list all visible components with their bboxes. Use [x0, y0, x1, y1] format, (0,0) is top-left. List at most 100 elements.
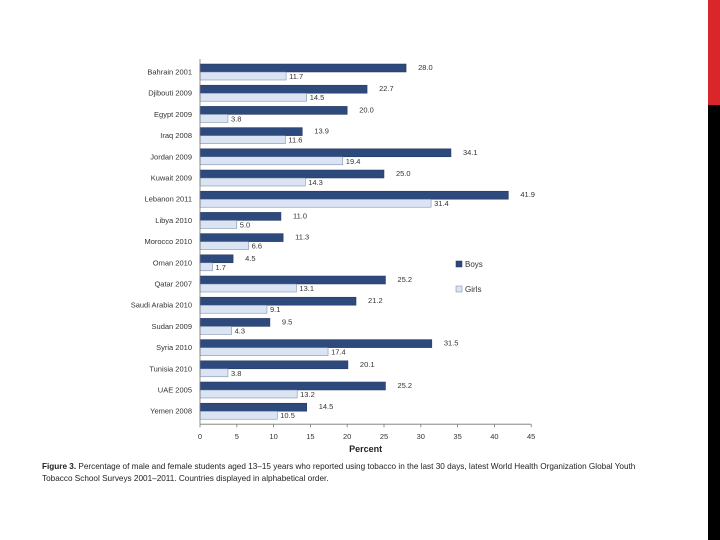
bar-value-label: 17.4	[331, 348, 346, 357]
bar-value-label: 3.8	[231, 114, 241, 123]
category-label: Bahrain 2001	[147, 68, 192, 77]
category-label: Lebanon 2011	[145, 195, 192, 204]
bar-boys	[199, 127, 303, 136]
bar-value-label: 41.9	[520, 190, 535, 199]
category-label: Yemen 2008	[150, 407, 192, 416]
x-tick-label: 10	[269, 432, 277, 441]
bar-boys	[199, 84, 368, 94]
bar-boys	[199, 148, 452, 158]
category-label: Syria 2010	[156, 343, 192, 352]
bar-girls	[199, 283, 297, 293]
bar-value-label: 20.1	[360, 360, 375, 369]
bar-value-label: 25.2	[397, 275, 412, 284]
bar-value-label: 34.1	[463, 148, 478, 157]
legend-label-girls: Girls	[465, 285, 481, 294]
bar-girls	[199, 368, 229, 378]
bar-value-label: 28.0	[418, 63, 433, 72]
category-label: Sudan 2009	[152, 322, 192, 331]
x-axis-title: Percent	[349, 444, 382, 454]
legend-label-boys: Boys	[465, 260, 483, 269]
x-tick-label: 35	[453, 432, 461, 441]
bar-girls	[199, 114, 229, 123]
category-label: Iraq 2008	[160, 131, 192, 140]
category-label: Jordan 2009	[150, 152, 192, 161]
category-label: Egypt 2009	[154, 110, 192, 119]
category-label: Djibouti 2009	[148, 89, 192, 98]
bar-boys	[199, 339, 433, 348]
bar-boys	[199, 296, 357, 306]
bar-value-label: 14.5	[319, 402, 334, 411]
x-tick-label: 20	[343, 432, 351, 441]
bar-girls	[199, 304, 268, 314]
slide-edge-bar	[708, 0, 720, 540]
caption-text: Percentage of male and female students a…	[42, 462, 636, 483]
category-label: Qatar 2007	[154, 280, 192, 289]
bar-girls	[199, 389, 298, 399]
bar-girls	[199, 135, 286, 144]
category-label: Oman 2010	[153, 258, 192, 267]
x-tick-label: 0	[198, 432, 202, 441]
bar-value-label: 3.8	[231, 369, 241, 378]
bar-boys	[199, 402, 307, 412]
bar-value-label: 31.4	[434, 199, 449, 208]
bar-value-label: 9.1	[270, 305, 280, 314]
bar-girls	[199, 262, 213, 272]
x-tick-label: 25	[380, 432, 388, 441]
bar-value-label: 10.5	[280, 411, 295, 420]
category-label: Kuwait 2009	[151, 174, 192, 183]
bar-boys	[199, 275, 386, 285]
bar-boys	[199, 212, 282, 221]
bar-value-label: 20.0	[359, 105, 374, 114]
bar-value-label: 14.5	[310, 93, 325, 102]
bar-boys	[199, 169, 385, 179]
bar-value-label: 4.3	[235, 326, 245, 335]
figure-caption: Figure 3. Percentage of male and female …	[42, 461, 642, 485]
x-tick-label: 15	[306, 432, 314, 441]
bar-value-label: 1.7	[216, 263, 226, 272]
bar-boys	[199, 360, 349, 370]
bar-value-label: 11.0	[293, 211, 307, 220]
category-label: Saudi Arabia 2010	[131, 301, 192, 310]
bar-value-label: 25.0	[396, 169, 411, 178]
category-label: Tunisia 2010	[149, 364, 192, 373]
bar-girls	[199, 177, 306, 187]
bar-value-label: 9.5	[282, 317, 292, 326]
bar-value-label: 6.6	[252, 242, 262, 251]
bar-value-label: 19.4	[346, 157, 361, 166]
bar-value-label: 13.2	[300, 390, 315, 399]
bar-value-label: 25.2	[397, 381, 412, 390]
category-label: Morocco 2010	[144, 237, 192, 246]
bar-value-label: 13.1	[299, 284, 314, 293]
bar-value-label: 13.9	[314, 127, 329, 136]
slide-accent-bar	[708, 0, 720, 105]
category-label: UAE 2005	[158, 386, 192, 395]
bar-value-label: 31.5	[444, 339, 459, 348]
bar-girls	[199, 347, 329, 356]
bar-girls	[199, 220, 238, 229]
bar-boys	[199, 318, 271, 327]
x-tick-label: 30	[417, 432, 425, 441]
x-tick-label: 5	[235, 432, 239, 441]
bar-boys	[199, 381, 386, 391]
bar-boys	[199, 233, 284, 242]
bar-girls	[199, 71, 287, 81]
bar-value-label: 11.6	[288, 136, 302, 145]
bar-boys	[199, 106, 348, 115]
legend-swatch-boys	[455, 260, 463, 268]
bar-girls	[199, 410, 278, 420]
caption-label: Figure 3.	[42, 462, 77, 471]
x-tick-label: 40	[490, 432, 498, 441]
bar-value-label: 14.3	[308, 178, 323, 187]
legend-swatch-girls	[455, 285, 463, 293]
bar-boys	[199, 63, 407, 73]
bar-value-label: 11.7	[289, 72, 303, 81]
bar-value-label: 22.7	[379, 84, 394, 93]
bar-value-label: 21.2	[368, 296, 383, 305]
bar-value-label: 4.5	[245, 254, 255, 263]
bar-girls	[199, 241, 249, 250]
x-tick-label: 45	[527, 432, 535, 441]
bar-girls	[199, 156, 344, 166]
bar-girls	[199, 92, 307, 102]
bar-girls	[199, 198, 432, 208]
